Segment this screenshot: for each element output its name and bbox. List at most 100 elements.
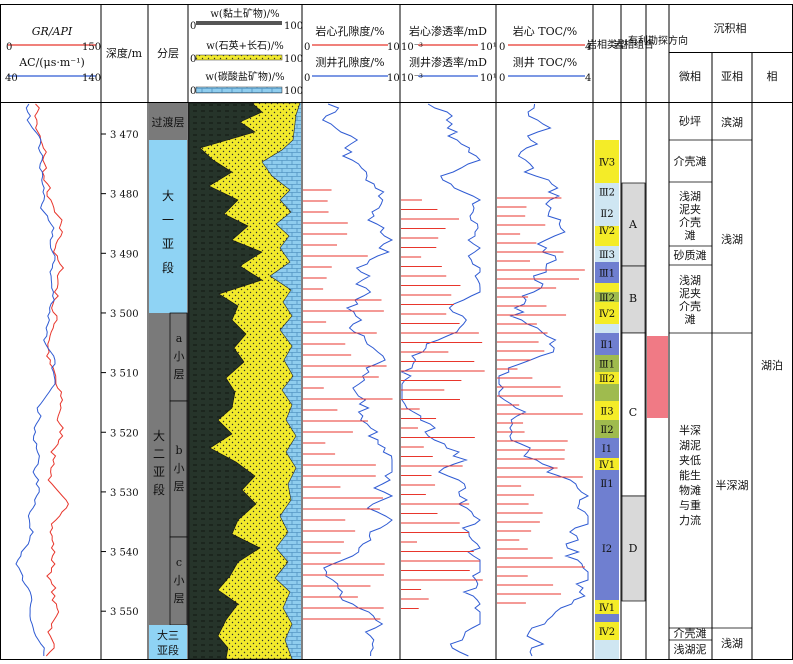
lith-label: Ⅳ1 — [599, 460, 615, 471]
mineral-axis-min-3: 0 — [190, 86, 196, 97]
micro-4c: 介壳 — [679, 299, 701, 313]
toc-min-1: 0 — [499, 42, 505, 53]
micro-2d: 滩 — [685, 228, 696, 242]
micro-6: 介壳滩 — [674, 626, 707, 640]
depth-label: 3 470 — [110, 130, 139, 141]
micro-2c: 介壳 — [679, 215, 701, 229]
micro-5e: 物滩 — [679, 483, 701, 497]
layer-b-c1: 小 — [174, 462, 185, 475]
lith-label: Ⅲ2 — [599, 293, 615, 304]
favorable-header: 有利勘探方向 — [628, 34, 688, 47]
lith-label: Ⅰ1 — [602, 444, 612, 455]
micro-5f: 与重 — [679, 498, 701, 512]
layer-b-c2: 层 — [174, 480, 185, 493]
por-log-curve — [321, 103, 394, 657]
micro-1: 介壳滩 — [674, 154, 707, 168]
gr-ac-track — [15, 103, 69, 657]
lith-segment — [595, 140, 619, 183]
layer-da3-c0: 大三 — [157, 628, 179, 642]
layer-da2-c0: 大 — [153, 429, 165, 443]
lith-segment — [595, 640, 619, 659]
lith-segment — [595, 614, 619, 622]
micro-header: 微相 — [679, 69, 701, 83]
depth-header: 深度/m — [106, 46, 143, 60]
lith-segment — [595, 438, 619, 458]
layer-da3-box — [149, 625, 187, 659]
gr-curve — [34, 103, 69, 657]
toc-max-2: 4 — [585, 73, 591, 84]
por-core-label: 岩心孔隙度/% — [315, 24, 384, 38]
lith-segment — [595, 283, 619, 292]
layer-a-c1: 小 — [174, 350, 185, 363]
micro-0: 砂坪 — [679, 115, 701, 128]
micro-4a: 浅湖 — [679, 274, 701, 287]
layer-c-c2: 层 — [174, 592, 185, 605]
layer-da2-c1: 二 — [153, 447, 165, 461]
layer-b-c0: b — [175, 444, 182, 457]
group-d: D — [629, 542, 638, 555]
mineral-axis-max-3: 100 — [284, 86, 303, 97]
lith-segment — [595, 496, 619, 600]
lith-segment — [595, 600, 619, 614]
lith-segment — [595, 246, 619, 262]
lith-segment — [595, 622, 619, 640]
layer-a-c0: a — [176, 332, 183, 345]
ac-min: 40 — [5, 73, 18, 84]
lith-segment — [595, 384, 619, 401]
ac-curve — [15, 103, 56, 656]
micro-2b: 泥夹 — [679, 203, 701, 216]
lith-segment — [595, 324, 619, 333]
lith-segment — [595, 470, 619, 496]
toc-min-2: 0 — [499, 73, 505, 84]
lith-segment — [595, 333, 619, 355]
mineral-axis-min-1: 0 — [190, 21, 196, 32]
micro-3: 砂质滩 — [674, 248, 707, 262]
sub-1: 浅湖 — [721, 233, 743, 246]
gr-ac-header: GR/API 0 150 AC/(μs·m⁻¹) 40 140 — [5, 25, 101, 84]
mineral-clay-label: w(黏土矿物)/% — [210, 7, 279, 20]
perm-min-2: 10⁻³ — [401, 73, 423, 84]
table-frame — [0, 4, 793, 660]
por-max-2: 10 — [387, 73, 400, 84]
layer-c-c0: c — [176, 556, 182, 569]
toc-track — [497, 103, 590, 657]
layer-da1-c2: 亚 — [162, 237, 174, 251]
sub-0: 滨湖 — [721, 115, 743, 129]
mineral-axis-max-1: 100 — [284, 21, 303, 32]
mineral-axis-min-2: 0 — [190, 54, 196, 65]
depth-label: 3 520 — [110, 428, 139, 439]
facies-header: 相 — [767, 70, 778, 83]
group-c: C — [629, 406, 637, 419]
lith-type-header: 岩相类型 — [587, 38, 627, 51]
permeability-header: 岩心渗透率/mD 10⁻³ 10¹ 测井渗透率/mD 10⁻³ 10¹ — [401, 24, 497, 84]
perm-max-1: 10¹ — [480, 42, 497, 53]
depth-label: 3 540 — [110, 548, 139, 559]
lith-label: Ⅳ2 — [599, 627, 615, 638]
toc-core-label: 岩心 TOC/% — [513, 24, 577, 38]
lith-label: Ⅳ3 — [599, 158, 615, 169]
layer-column: 过渡层 大 一 亚 段 大 二 亚 段 a 小 层 b 小 层 c 小 层 大三… — [149, 103, 188, 659]
lith-segment — [595, 183, 619, 200]
lith-segment — [595, 458, 619, 470]
lith-segment — [595, 200, 619, 226]
lith-label: Ⅳ1 — [599, 603, 615, 614]
depth-track: 3 470 3 480 3 490 3 500 3 510 3 520 3 530 3 540… — [101, 130, 139, 618]
por-min-1: 0 — [304, 42, 310, 53]
depth-label: 3 510 — [110, 369, 139, 380]
lith-label: Ⅰ2 — [602, 544, 612, 555]
lith-label: Ⅱ1 — [600, 479, 613, 490]
micro-4d: 滩 — [685, 312, 696, 326]
lith-label: Ⅲ2 — [599, 188, 615, 199]
lith-label: Ⅲ1 — [599, 360, 615, 371]
lith-group-header: 岩相组合 — [614, 38, 654, 51]
layer-transition-box — [149, 103, 187, 140]
gr-max: 150 — [82, 42, 101, 53]
mineral-clay-legend — [196, 21, 282, 25]
lith-label: Ⅱ2 — [600, 425, 613, 436]
layer-da1-c1: 一 — [162, 213, 174, 227]
perm-log-label: 测井渗透率/mD — [409, 55, 487, 69]
lithofacies-type-column: Ⅳ3 Ⅲ2 Ⅱ2 Ⅳ2 Ⅲ3 Ⅲ1 Ⅲ2 Ⅳ2 Ⅱ1 Ⅲ1 Ⅲ2 Ⅱ3 Ⅱ2 Ⅰ1 Ⅳ1 Ⅱ1 Ⅰ2 Ⅳ1 Ⅳ2 — [595, 140, 619, 659]
ac-label: AC/(μs·m⁻¹) — [18, 56, 85, 69]
gr-min: 0 — [6, 42, 12, 53]
